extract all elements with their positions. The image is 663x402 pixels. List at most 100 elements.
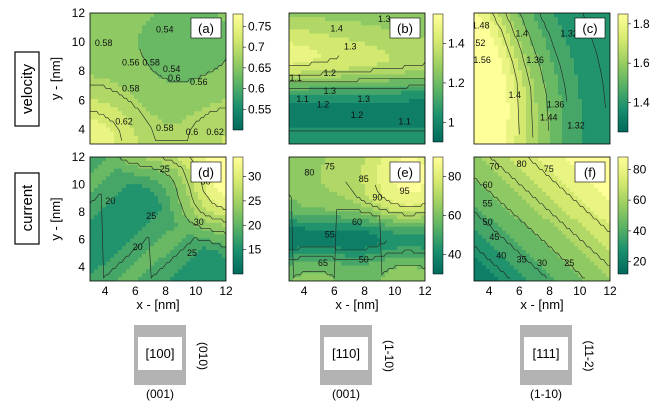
contour-label: 1.2 [317,99,330,109]
heatmap-cell [289,168,294,174]
heatmap-cell [118,13,123,18]
heatmap-cell [574,115,579,121]
heatmap-cell [381,94,386,100]
heatmap-cell [413,119,418,125]
heatmap-cell [222,21,226,26]
heatmap-cell [554,139,559,144]
heatmap-cell [146,250,151,255]
heatmap-cell [349,41,354,47]
heatmap-cell [162,78,167,84]
heatmap-cell [309,226,314,232]
heatmap-cell [202,211,207,216]
heatmap-cell [413,123,418,129]
heatmap-cell [142,103,147,108]
heatmap-cell [385,17,390,22]
heatmap-cell [98,157,103,162]
heatmap-cell [94,203,99,208]
heatmap-cell [102,58,107,63]
heatmap-cell [321,180,326,185]
heatmap-cell [333,37,338,43]
heatmap-cell [494,49,499,55]
heatmap-cell [522,78,527,84]
heatmap-cell [202,139,207,144]
heatmap-cell [594,41,599,47]
heatmap-cell [289,139,294,144]
heatmap-cell [598,111,603,116]
heatmap-cell [405,98,410,104]
heatmap-cell [317,94,322,100]
heatmap-cell [198,90,203,96]
heatmap-cell [210,41,215,47]
heatmap-cell [301,226,306,232]
heatmap-cell [582,123,587,129]
heatmap-cell [94,207,99,212]
heatmap-cell [606,49,610,55]
heatmap-cell [542,103,547,108]
heatmap-cell [405,119,410,125]
heatmap-cell [317,45,322,51]
heatmap-cell [206,107,211,112]
heatmap-cell [297,107,302,112]
heatmap-cell [114,86,119,92]
heatmap-cell [325,49,330,55]
heatmap-cell [94,273,99,278]
heatmap-cell [353,139,358,144]
row-label-velocity: velocity [14,51,40,127]
heatmap-cell [558,58,563,63]
colorbar-tick-label: 1.4 [633,96,650,110]
heatmap-cell [329,86,334,92]
heatmap-cell [317,111,322,116]
heatmap-cell [602,115,607,121]
heatmap-cell [369,53,374,59]
heatmap-cell [309,70,314,75]
heatmap-cell [421,98,425,104]
heatmap-cell [313,90,318,96]
heatmap-cell [321,172,326,177]
heatmap-cell [94,25,99,30]
heatmap-cell [393,62,398,67]
heatmap-cell [526,41,531,47]
heatmap-cell [317,157,322,162]
heatmap-cell [174,139,179,144]
heatmap-cell [321,157,326,162]
heatmap-cell [166,103,171,108]
heatmap-cell [178,265,183,270]
heatmap-cell [186,86,191,92]
heatmap-cell [202,74,207,80]
heatmap-cell [321,164,326,170]
heatmap-cell [554,21,559,26]
heatmap-cell [297,37,302,43]
heatmap-cell [150,103,155,108]
colorbar-tick-label: 0.65 [248,61,272,75]
heatmap-cell [142,160,147,166]
heatmap-cell [178,157,183,162]
heatmap-cell [301,123,306,129]
heatmap-cell [377,25,382,30]
heatmap-cell [594,74,599,80]
heatmap-cell [190,107,195,112]
heatmap-cell [502,21,507,26]
heatmap-cell [337,139,342,144]
heatmap-cell [385,70,390,75]
heatmap-cell [361,94,366,100]
heatmap-cell [337,219,342,224]
heatmap-cell [206,246,211,251]
heatmap-cell [158,49,163,55]
heatmap-cell [393,107,398,112]
heatmap-cell [602,62,607,67]
heatmap-cell [321,139,326,144]
heatmap-cell [134,222,139,228]
heatmap-cell [158,234,163,239]
heatmap-cell [357,119,362,125]
heatmap-cell [174,98,179,104]
heatmap-cell [345,90,350,96]
heatmap-cell [122,25,127,30]
heatmap-cell [333,160,338,166]
heatmap-cell [522,103,527,108]
heatmap-cell [118,226,123,232]
heatmap-cell [158,139,163,144]
heatmap-cell [349,86,354,92]
heatmap-cell [214,107,219,112]
heatmap-cell [166,45,171,51]
heatmap-cell [494,86,499,92]
